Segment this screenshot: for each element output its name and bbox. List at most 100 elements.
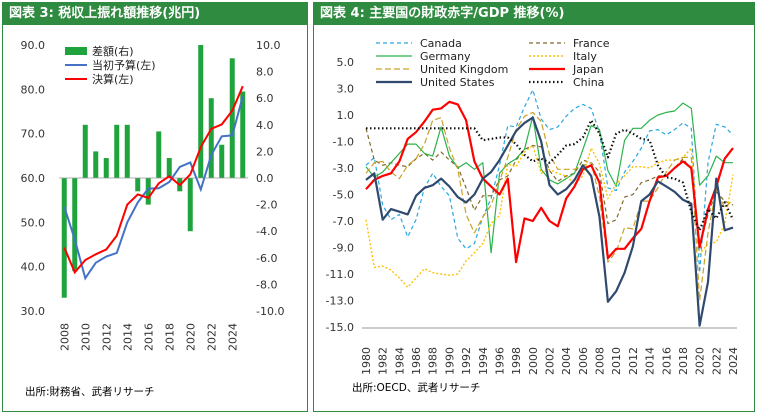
bar-difference — [103, 158, 109, 178]
right-tick-label: -2.0 — [256, 199, 277, 212]
x-tick-label: 2008 — [58, 323, 71, 351]
chart-panel-fiscal-deficit: 図表 4: 主要国の財政赤字/GDP 推移(%) -15.0 -13.0 -11.0… — [313, 2, 755, 412]
series-line-japan — [365, 100, 734, 264]
x-tick-label: 1996 — [493, 347, 506, 375]
x-tick-label: 1990 — [443, 347, 456, 375]
left-tick-label: 90.0 — [21, 39, 46, 52]
series-line-united-states — [365, 116, 734, 327]
x-tick-label: 2018 — [163, 323, 176, 351]
tax-revenue-chart: 30.0 40.0 50.0 60.0 70.0 80.0 90.0 -10.0 -8.0 -6.… — [21, 39, 285, 351]
bar-difference — [114, 124, 120, 178]
x-tick-label: 2022 — [205, 323, 218, 351]
legend-label: 差額(右) — [92, 44, 134, 58]
bar-difference — [240, 91, 246, 178]
series-line-france — [365, 128, 734, 249]
right-tick-label: -6.0 — [256, 252, 277, 265]
x-tick-label: 2014 — [121, 323, 134, 351]
y-tick-label: -13.0 — [326, 295, 354, 308]
y-tick-label: -9.0 — [333, 242, 354, 255]
x-tick-label: 2008 — [594, 347, 607, 375]
right-tick-label: 2.0 — [256, 145, 274, 158]
series-line-united-kingdom — [365, 111, 734, 302]
x-tick-label: 1994 — [477, 347, 490, 375]
series-line-china — [366, 119, 734, 232]
y-tick-label: -5.0 — [333, 189, 354, 202]
x-tick-label: 2020 — [694, 347, 707, 375]
legend-label: Japan — [572, 63, 604, 76]
x-tick-label: 1998 — [510, 347, 523, 375]
bar-difference — [198, 45, 204, 178]
bar-difference — [187, 178, 193, 232]
y-tick-label: -1.0 — [333, 136, 354, 149]
x-tick-label: 1986 — [410, 347, 423, 375]
legend-label: China — [573, 76, 604, 89]
bar-difference — [166, 158, 172, 178]
bar-difference — [93, 151, 99, 178]
x-tick-label: 2024 — [727, 347, 740, 375]
chart-source: 出所:OECD、武者リサーチ — [352, 382, 481, 394]
x-tick-label: 2002 — [544, 347, 557, 375]
chart-source: 出所:財務省、武者リサーチ — [25, 386, 155, 398]
y-tick-label: -7.0 — [333, 215, 354, 228]
y-tick-label: 1.0 — [337, 109, 355, 122]
legend-label: 当初予算(左) — [92, 58, 156, 72]
x-tick-label: 2004 — [560, 347, 573, 375]
x-tick-label: 2016 — [142, 323, 155, 351]
left-tick-label: 70.0 — [21, 128, 46, 141]
legend-swatch — [65, 47, 87, 55]
x-tick-label: 2010 — [610, 347, 623, 375]
x-tick-label: 1988 — [427, 347, 440, 375]
bar-difference — [145, 178, 151, 205]
x-tick-label: 2022 — [710, 347, 723, 375]
series-line-initial-budget — [63, 96, 244, 281]
right-tick-label: 10.0 — [256, 39, 281, 52]
x-tick-label: 1992 — [460, 347, 473, 375]
legend-label: Italy — [573, 50, 597, 63]
x-tick-label: 2010 — [79, 323, 92, 351]
right-tick-label: 4.0 — [256, 119, 274, 132]
left-tick-label: 40.0 — [21, 261, 46, 274]
x-tick-label: 2018 — [677, 347, 690, 375]
chart-panel-tax-revenue: 図表 3: 税収上振れ額推移(兆円) 30.0 40.0 50.0 60.0 70.0 8… — [2, 2, 308, 412]
legend-label: United States — [420, 76, 495, 89]
right-tick-label: -4.0 — [256, 225, 277, 238]
bar-difference — [72, 178, 78, 272]
bar-difference — [156, 131, 162, 178]
series-line-italy — [365, 144, 734, 288]
legend-label: Germany — [420, 50, 471, 63]
y-tick-label: 3.0 — [337, 83, 355, 96]
legend-label: 決算(左) — [92, 72, 134, 86]
right-tick-label: 0.0 — [256, 172, 274, 185]
chart-title: 図表 4: 主要国の財政赤字/GDP 推移(%) — [314, 3, 754, 25]
bar-difference — [208, 98, 214, 178]
series-line-canada — [365, 89, 734, 274]
x-tick-label: 2012 — [627, 347, 640, 375]
fiscal-deficit-chart: -15.0 -13.0 -11.0 -9.0 -7.0 -5.0 -3.0 -1.0 1.0 3.… — [326, 37, 740, 375]
x-tick-label: 2016 — [660, 347, 673, 375]
x-tick-label: 2000 — [527, 347, 540, 375]
x-tick-label: 2012 — [100, 323, 113, 351]
bar-difference — [219, 144, 225, 178]
x-tick-label: 1980 — [360, 347, 373, 375]
x-tick-label: 2020 — [184, 323, 197, 351]
legend-label: Canada — [420, 37, 462, 50]
y-tick-label: -15.0 — [326, 321, 354, 334]
y-tick-label: 5.0 — [337, 56, 355, 69]
legend-label: France — [573, 37, 610, 50]
x-tick-label: 1982 — [377, 347, 390, 375]
right-tick-label: 6.0 — [256, 92, 274, 105]
x-tick-label: 2006 — [577, 347, 590, 375]
x-tick-label: 2024 — [226, 323, 239, 351]
left-tick-label: 30.0 — [21, 305, 46, 318]
bar-difference — [229, 58, 235, 178]
left-tick-label: 80.0 — [21, 83, 46, 96]
legend-label: United Kingdom — [420, 63, 508, 76]
right-tick-label: 8.0 — [256, 66, 274, 79]
x-tick-label: 2014 — [644, 347, 657, 375]
y-tick-label: -3.0 — [333, 162, 354, 175]
right-tick-label: -10.0 — [256, 305, 284, 318]
left-tick-label: 50.0 — [21, 216, 46, 229]
y-tick-label: -11.0 — [326, 268, 354, 281]
chart-title: 図表 3: 税収上振れ額推移(兆円) — [3, 3, 307, 25]
right-tick-label: -8.0 — [256, 278, 277, 291]
